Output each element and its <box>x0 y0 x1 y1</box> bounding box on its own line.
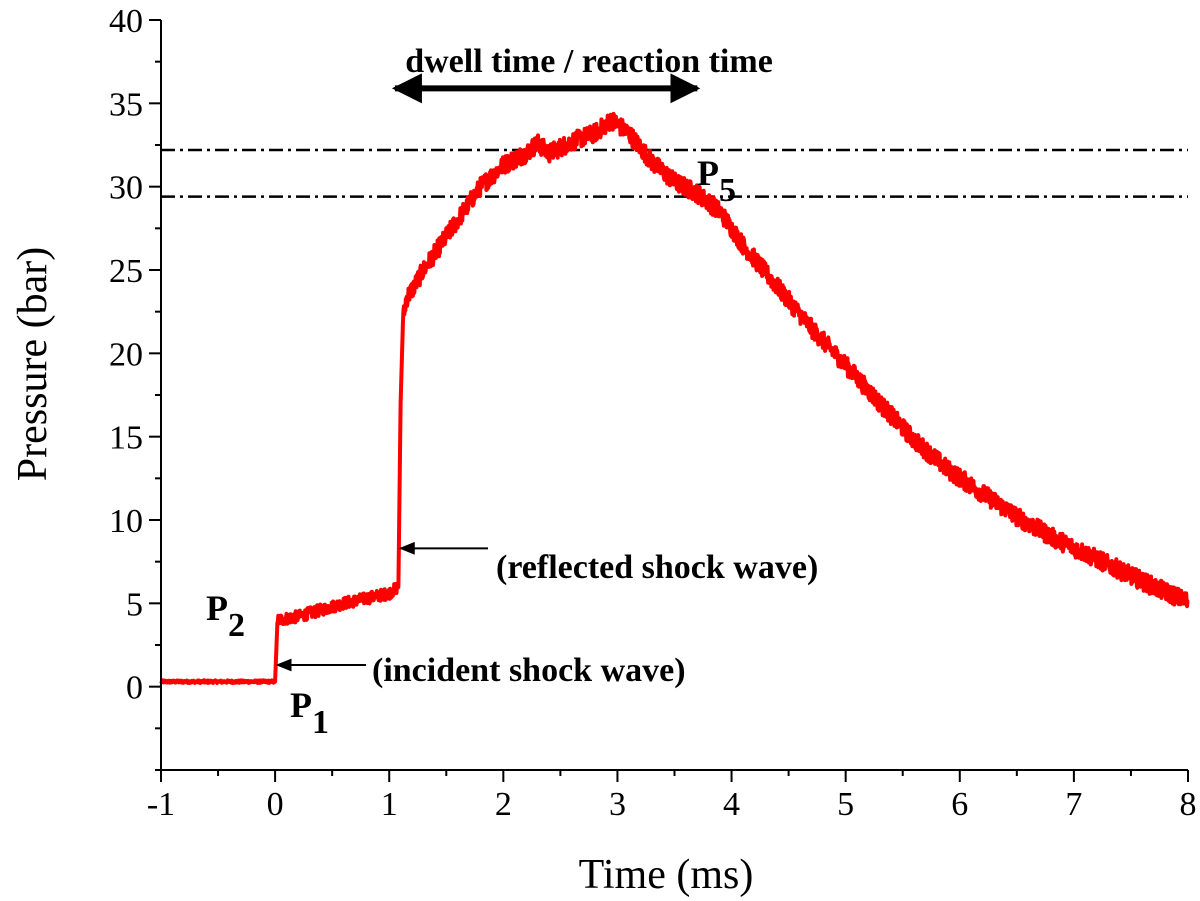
y-tick-label: 10 <box>109 503 143 540</box>
p5-subscript: 5 <box>719 172 736 209</box>
reflected-shock-label: (reflected shock wave) <box>496 549 818 586</box>
series-layer <box>159 111 1190 685</box>
x-tick-label: 0 <box>267 786 284 823</box>
x-axis-title: Time (ms) <box>579 852 754 898</box>
p2-subscript: 2 <box>228 607 245 644</box>
y-axis-title: Pressure (bar) <box>10 247 56 481</box>
x-tick-label: 7 <box>1065 786 1082 823</box>
p2-label: P2 <box>206 588 245 644</box>
x-tick-label: 1 <box>381 786 398 823</box>
x-tick-label: 2 <box>495 786 512 823</box>
x-tick-label: 6 <box>951 786 968 823</box>
p5-label: P5 <box>697 153 736 209</box>
y-tick-label: 20 <box>109 336 143 373</box>
p1-subscript: 1 <box>312 704 329 741</box>
x-tick-label: 5 <box>837 786 854 823</box>
p1-main: P <box>290 685 312 725</box>
y-tick-label: 0 <box>126 670 143 707</box>
pressure-series-line <box>159 111 1190 685</box>
dwell-time-label: dwell time / reaction time <box>405 43 773 80</box>
incident-shock-label: (incident shock wave) <box>372 652 686 689</box>
x-tick-label: 8 <box>1180 786 1197 823</box>
y-tick-label: 25 <box>109 253 143 290</box>
x-tick-label: 3 <box>609 786 626 823</box>
p1-label: P1 <box>290 685 329 741</box>
y-tick-label: 40 <box>109 3 143 40</box>
y-tick-label: 35 <box>109 86 143 123</box>
reference-lines <box>161 148 1188 198</box>
y-tick-label: 15 <box>109 420 143 457</box>
x-tick-label: -1 <box>147 786 175 823</box>
annotation-layer: dwell time / reaction time (reflected sh… <box>206 43 818 741</box>
p2-main: P <box>206 588 228 628</box>
y-tick-label: 30 <box>109 170 143 207</box>
x-tick-label: 4 <box>723 786 740 823</box>
y-tick-label: 5 <box>126 586 143 623</box>
p5-main: P <box>697 153 719 193</box>
